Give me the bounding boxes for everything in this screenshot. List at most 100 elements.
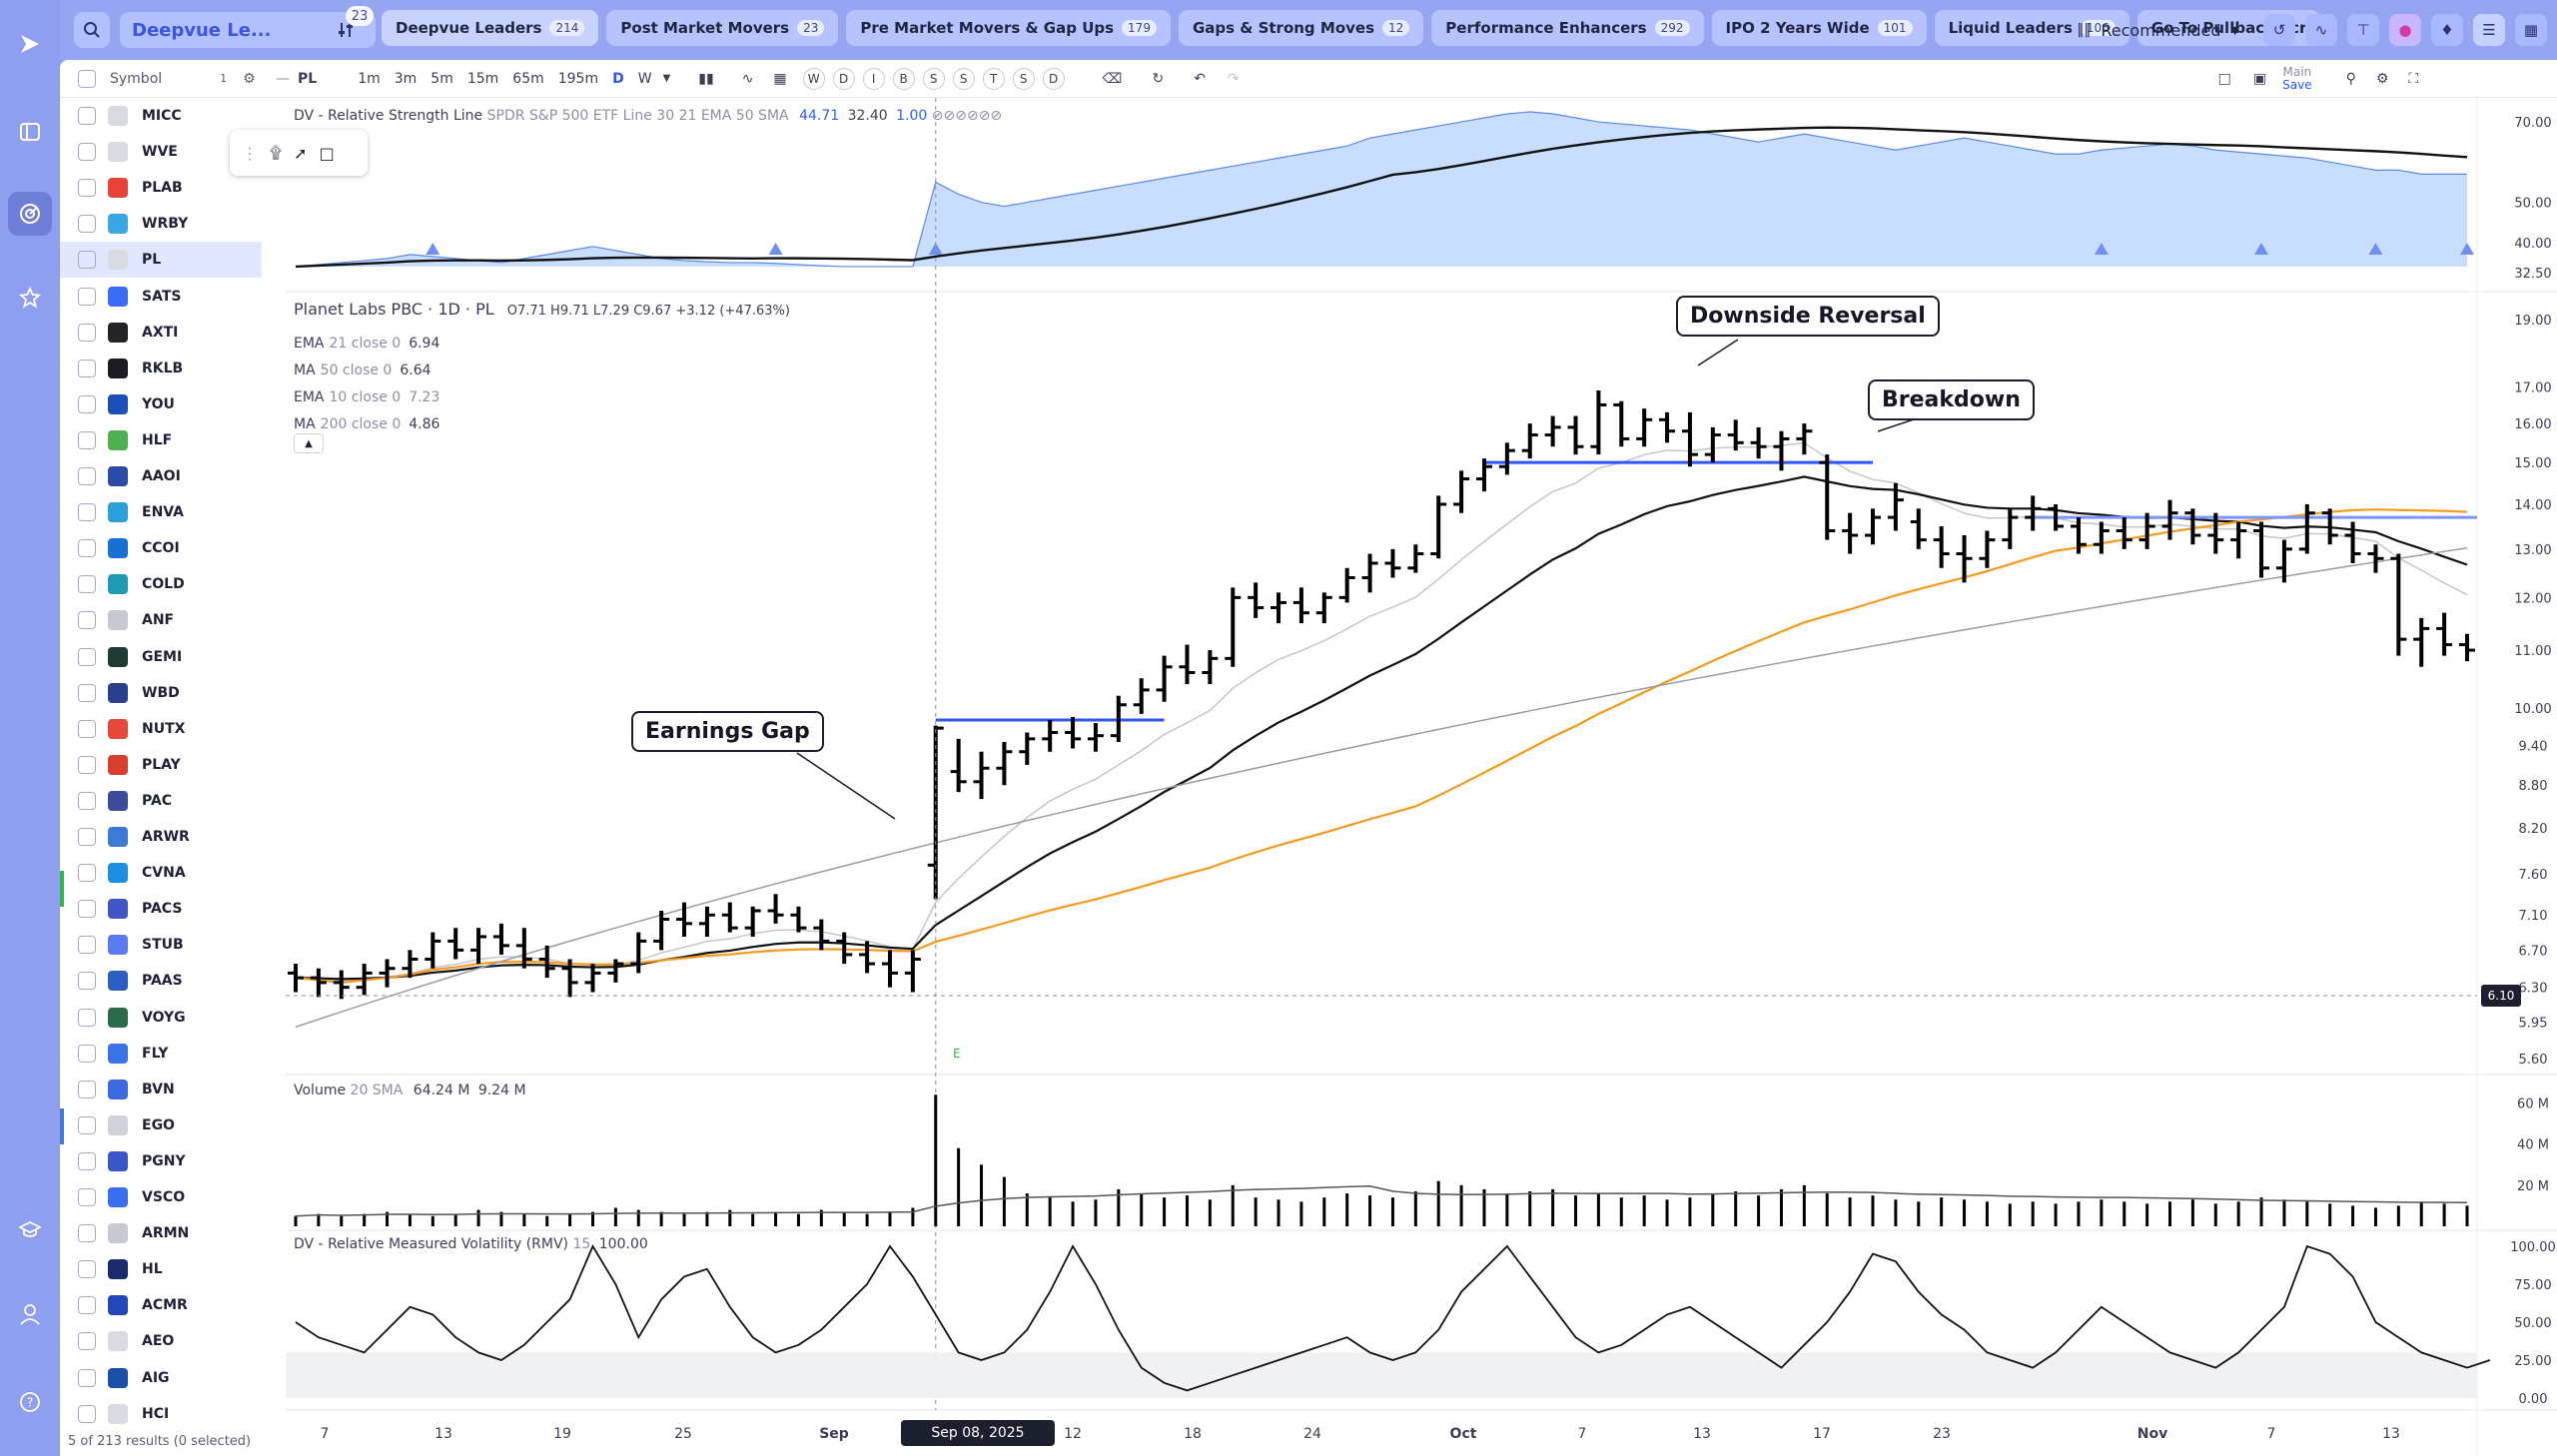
fullscreen-icon[interactable]: ⛶	[2408, 70, 2419, 87]
row-checkbox[interactable]	[78, 647, 96, 666]
symbol-row[interactable]: ANF	[60, 602, 262, 638]
layout-save-icon[interactable]: □	[2217, 70, 2231, 87]
row-checkbox[interactable]	[78, 719, 96, 738]
quick-button[interactable]: S	[1012, 67, 1035, 90]
row-checkbox[interactable]	[78, 467, 96, 485]
education-icon[interactable]	[8, 1208, 52, 1252]
quick-button[interactable]: S	[952, 67, 975, 90]
row-checkbox[interactable]	[78, 359, 96, 377]
charts-icon[interactable]	[8, 192, 52, 236]
indicator-icon[interactable]: ∿	[741, 70, 754, 87]
timeframe-W[interactable]: W	[637, 70, 652, 87]
row-checkbox[interactable]	[78, 539, 96, 558]
symbol-row[interactable]: NUTX	[60, 711, 262, 747]
chevron-down-icon[interactable]: ▼	[662, 73, 671, 84]
help-icon[interactable]: ?	[8, 1380, 52, 1424]
ma-legend-row[interactable]: MA 200 close 0 4.86	[294, 416, 439, 432]
compare-icon[interactable]: ⊤	[2347, 14, 2379, 46]
callout-downside-reversal[interactable]: Downside Reversal	[1676, 296, 1940, 337]
timeframe-3m[interactable]: 3m	[394, 70, 418, 87]
quick-button[interactable]: T	[982, 67, 1005, 90]
symbol-row[interactable]: PGNY	[60, 1143, 262, 1179]
quick-button[interactable]: I	[862, 67, 885, 90]
link-icon[interactable]: —	[276, 70, 290, 87]
earnings-marker[interactable]: E	[953, 1047, 961, 1061]
symbol-row[interactable]: AIG	[60, 1360, 262, 1396]
symbol-row[interactable]: MICC	[60, 98, 262, 134]
gear-icon[interactable]: ⚙	[2375, 70, 2389, 87]
quick-button[interactable]: B	[892, 67, 915, 90]
symbol-row[interactable]: BVN	[60, 1072, 262, 1107]
symbol-row[interactable]: VOYG	[60, 1000, 262, 1036]
line-chart-icon[interactable]: ∿	[2305, 14, 2337, 46]
row-checkbox[interactable]	[78, 1332, 96, 1351]
layout-icon[interactable]: ▦	[773, 70, 787, 87]
redo-icon[interactable]: ↷	[1227, 70, 1240, 87]
symbol-row[interactable]: COLD	[60, 566, 262, 602]
share-icon[interactable]: ↺	[2263, 14, 2295, 46]
drag-handle-icon[interactable]: ⋮	[242, 143, 258, 163]
symbol-row[interactable]: PLAY	[60, 747, 262, 783]
row-checkbox[interactable]	[78, 1296, 96, 1315]
ma-legend-row[interactable]: EMA 10 close 0 7.23	[294, 389, 439, 405]
symbol-row[interactable]: WRBY	[60, 206, 262, 242]
symbol-row[interactable]: YOU	[60, 386, 262, 422]
row-checkbox[interactable]	[78, 1188, 96, 1206]
refresh-icon[interactable]: ↻	[1152, 70, 1165, 87]
collapse-legend-button[interactable]: ▲	[294, 433, 324, 453]
row-checkbox[interactable]	[78, 1044, 96, 1063]
row-checkbox[interactable]	[78, 215, 96, 234]
pin-icon[interactable]: ●	[2389, 14, 2421, 46]
tab-4[interactable]: Performance Enhancers 292	[1431, 10, 1704, 46]
ma-legend-row[interactable]: EMA 21 close 0 6.94	[294, 336, 439, 352]
row-checkbox[interactable]	[78, 1151, 96, 1170]
quick-button[interactable]: S	[922, 67, 945, 90]
symbol-row[interactable]: WBD	[60, 675, 262, 711]
symbol-row[interactable]: ACMR	[60, 1287, 262, 1323]
symbol-row[interactable]: ARMN	[60, 1215, 262, 1251]
symbol-row[interactable]: ENVA	[60, 494, 262, 530]
chart-symbol[interactable]: PL	[298, 70, 318, 87]
timeframe-5m[interactable]: 5m	[430, 70, 453, 87]
symbol-row[interactable]: HLF	[60, 422, 262, 458]
quick-button[interactable]: D	[832, 67, 855, 90]
row-checkbox[interactable]	[78, 683, 96, 702]
timeframe-195m[interactable]: 195m	[557, 70, 599, 87]
row-checkbox[interactable]	[78, 864, 96, 883]
list-view-icon[interactable]: ☰	[2473, 14, 2505, 46]
deepvue-logo-icon[interactable]	[8, 22, 52, 66]
symbol-row[interactable]: HL	[60, 1251, 262, 1287]
bell-icon[interactable]: ♦	[2431, 14, 2463, 46]
tab-6[interactable]: Liquid Leaders 106	[1934, 10, 2130, 46]
row-checkbox[interactable]	[78, 791, 96, 810]
row-checkbox[interactable]	[78, 972, 96, 991]
symbol-row[interactable]: HCI	[60, 1396, 262, 1432]
symbol-row[interactable]: AEO	[60, 1323, 262, 1359]
trendline-icon[interactable]: ➚	[294, 143, 308, 163]
chart-canvas[interactable]: 19.0017.0016.0015.0014.0013.0012.0011.00…	[60, 60, 2557, 1456]
symbol-row[interactable]: PAC	[60, 783, 262, 819]
row-checkbox[interactable]	[78, 1115, 96, 1134]
symbol-row[interactable]: PLAB	[60, 170, 262, 206]
symbol-row[interactable]: ARWR	[60, 819, 262, 855]
symbol-row[interactable]: GEMI	[60, 639, 262, 675]
row-checkbox[interactable]	[78, 611, 96, 630]
row-checkbox[interactable]	[78, 107, 96, 125]
timeframe-15m[interactable]: 15m	[466, 70, 499, 87]
save-link[interactable]: Save	[2282, 77, 2312, 92]
quick-button[interactable]: D	[1042, 67, 1065, 90]
undo-icon[interactable]: ↶	[1194, 70, 1206, 87]
row-checkbox[interactable]	[78, 179, 96, 198]
symbol-row[interactable]: AXTI	[60, 315, 262, 351]
row-checkbox[interactable]	[78, 1368, 96, 1387]
search-button[interactable]	[74, 12, 110, 48]
grid-view-icon[interactable]: ▦	[2515, 14, 2547, 46]
row-checkbox[interactable]	[78, 323, 96, 342]
ma-legend-row[interactable]: MA 50 close 0 6.64	[294, 363, 431, 378]
symbol-row[interactable]: RKLB	[60, 351, 262, 386]
quick-button[interactable]: W	[802, 67, 825, 90]
symbol-row[interactable]: STUB	[60, 927, 262, 963]
user-profile-icon[interactable]	[8, 1292, 52, 1336]
callout-breakdown[interactable]: Breakdown	[1868, 379, 2035, 420]
candles-icon[interactable]: ▮▮	[698, 70, 714, 87]
